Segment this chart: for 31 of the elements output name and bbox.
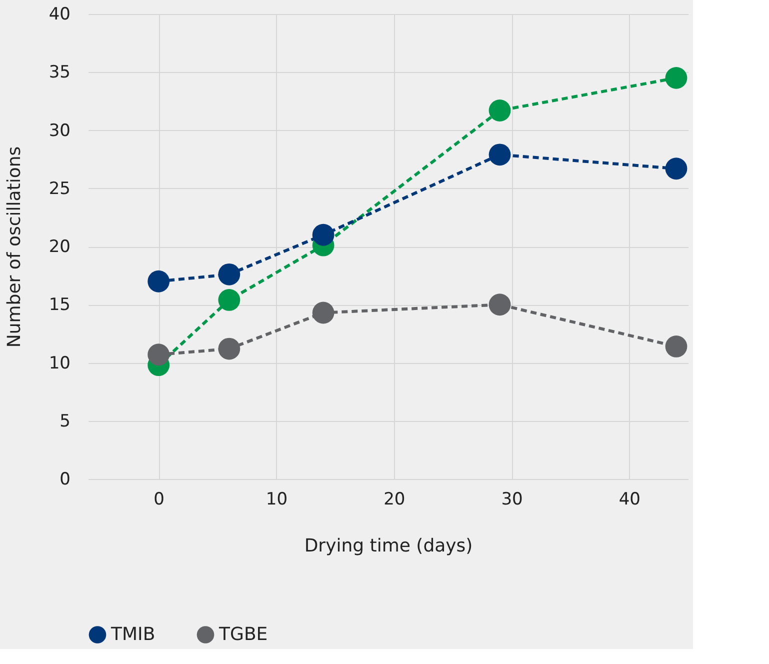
y-tick-label: 35: [48, 62, 70, 83]
point: [218, 263, 240, 286]
legend-label: TMIB: [110, 624, 156, 645]
x-tick-label: 40: [618, 490, 640, 510]
point: [665, 336, 688, 358]
y-tick-label: 25: [48, 178, 70, 199]
x-tick-label: 30: [501, 490, 523, 510]
x-tick-label: 0: [154, 490, 164, 510]
x-tick-label: 20: [384, 490, 406, 510]
y-tick-label: 10: [48, 353, 70, 374]
y-tick-label: 30: [48, 120, 70, 141]
y-axis-title: Number of oscillations: [4, 146, 25, 348]
y-tick-label: 40: [48, 4, 70, 24]
point: [218, 338, 240, 360]
point: [312, 302, 334, 324]
x-axis-title: Drying time (days): [304, 536, 473, 556]
point: [665, 158, 688, 180]
point: [488, 100, 511, 122]
point: [218, 289, 240, 311]
y-tick-label: 15: [48, 295, 70, 316]
legend-label: TGBE: [218, 624, 268, 645]
point: [148, 344, 170, 366]
y-tick-label: 5: [60, 411, 70, 432]
point: [312, 224, 334, 246]
point: [665, 67, 688, 89]
y-tick-label: 20: [48, 237, 70, 257]
x-tick-label: 10: [266, 490, 288, 510]
point: [488, 294, 511, 316]
point: [488, 144, 511, 166]
y-tick-label: 0: [60, 470, 70, 490]
point: [148, 270, 170, 292]
